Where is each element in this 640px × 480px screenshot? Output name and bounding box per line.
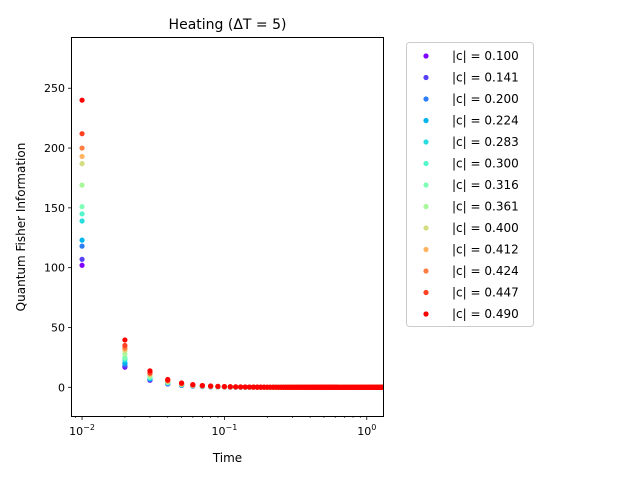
chart-title: Heating (ΔT = 5) xyxy=(169,17,287,33)
data-point xyxy=(79,204,85,210)
plot-area xyxy=(79,97,383,390)
data-point xyxy=(79,218,85,224)
x-tick-label: 100 xyxy=(357,423,376,438)
y-axis: 0 50 100 150 200 250 xyxy=(44,82,72,394)
series-12 xyxy=(79,97,383,390)
legend-label: |c| = 0.424 xyxy=(452,264,519,278)
data-point xyxy=(242,384,248,390)
data-point xyxy=(199,382,205,389)
legend-label: |c| = 0.490 xyxy=(452,307,519,321)
legend-label: |c| = 0.200 xyxy=(452,92,519,106)
data-point xyxy=(215,383,221,389)
data-point xyxy=(79,145,85,151)
legend-marker xyxy=(423,160,429,167)
data-point xyxy=(380,384,383,390)
legend-label: |c| = 0.361 xyxy=(452,200,519,214)
legend-label: |c| = 0.300 xyxy=(452,157,519,171)
legend-marker xyxy=(423,225,429,231)
data-point xyxy=(79,243,85,249)
data-point xyxy=(79,262,85,268)
data-point xyxy=(238,384,244,390)
data-point xyxy=(147,368,153,374)
data-point xyxy=(122,337,128,343)
series-0 xyxy=(79,262,383,390)
x-axis-label: Time xyxy=(212,451,242,465)
data-point xyxy=(227,384,233,390)
legend-marker xyxy=(423,117,429,124)
data-point xyxy=(250,384,257,390)
data-point xyxy=(79,161,85,167)
x-tick-label: 10−2 xyxy=(69,423,95,438)
legend-marker xyxy=(423,74,429,81)
legend-marker xyxy=(423,182,429,188)
legend-frame xyxy=(406,42,534,327)
y-tick-label: 250 xyxy=(44,82,65,95)
legend-marker xyxy=(423,203,429,210)
data-point xyxy=(79,256,85,262)
legend-marker xyxy=(423,139,429,145)
y-tick-label: 200 xyxy=(44,142,65,155)
axes-frame xyxy=(71,37,384,417)
y-tick-label: 150 xyxy=(44,202,65,215)
y-tick-label: 0 xyxy=(58,381,65,394)
legend-marker xyxy=(423,289,429,296)
data-point xyxy=(79,211,85,217)
legend-label: |c| = 0.447 xyxy=(452,286,519,300)
legend-label: |c| = 0.283 xyxy=(452,135,519,149)
data-point xyxy=(79,237,85,243)
data-point xyxy=(233,384,239,390)
data-point xyxy=(79,131,85,137)
data-point xyxy=(165,376,171,383)
data-point xyxy=(79,182,85,188)
legend-marker xyxy=(423,53,429,59)
series-1 xyxy=(79,256,383,390)
legend-marker xyxy=(423,311,429,317)
data-point xyxy=(246,384,253,390)
data-point xyxy=(208,383,214,389)
data-point xyxy=(79,153,85,160)
legend-label: |c| = 0.100 xyxy=(452,49,519,63)
data-point xyxy=(79,97,85,103)
x-tick-label: 10−1 xyxy=(212,423,238,438)
legend-marker xyxy=(423,246,429,253)
y-axis-label: Quantum Fisher Information xyxy=(14,143,28,312)
legend-marker xyxy=(423,96,429,102)
x-axis: 10−2 10−1 100 xyxy=(69,416,376,438)
legend-label: |c| = 0.400 xyxy=(452,221,519,235)
data-point xyxy=(178,380,185,386)
legend-label: |c| = 0.224 xyxy=(452,114,519,128)
y-tick-label: 100 xyxy=(44,262,65,275)
legend-label: |c| = 0.141 xyxy=(452,71,519,85)
legend-marker xyxy=(423,268,429,274)
legend-label: |c| = 0.412 xyxy=(452,243,519,257)
data-point xyxy=(122,342,128,349)
y-tick-label: 50 xyxy=(51,321,65,334)
legend-label: |c| = 0.316 xyxy=(452,178,519,192)
legend: |c| = 0.100 |c| = 0.141 |c| = 0.200 |c| = 0… xyxy=(406,42,534,327)
data-point xyxy=(221,383,228,390)
data-point xyxy=(190,381,196,388)
